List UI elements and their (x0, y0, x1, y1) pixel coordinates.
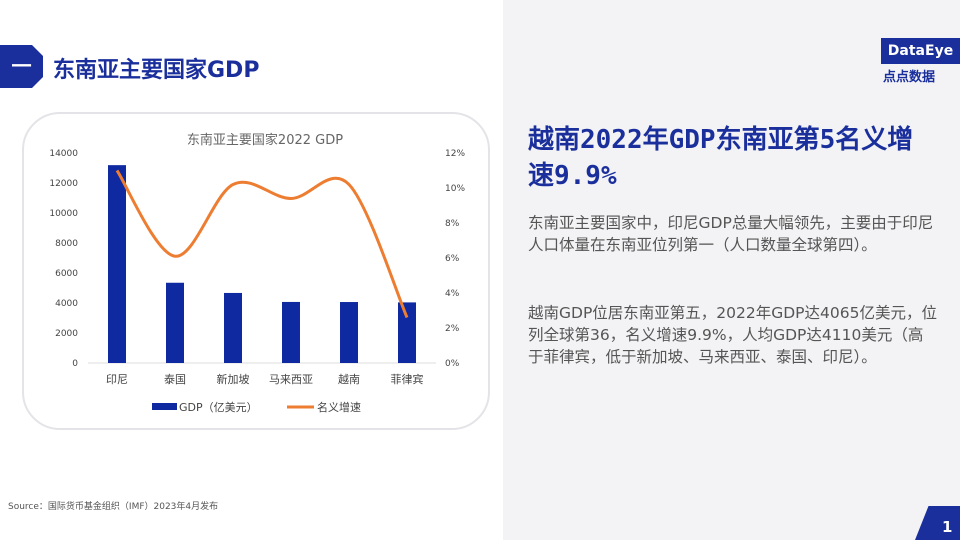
y-tick-label: 6000 (55, 269, 78, 279)
x-tick-label: 新加坡 (217, 372, 250, 386)
x-tick-label: 马来西亚 (269, 373, 313, 386)
chart-title: 东南亚主要国家2022 GDP (187, 132, 343, 148)
source-note: Source：国际货币基金组织（IMF）2023年4月发布 (8, 502, 219, 512)
dataeye-logo: DataEye (881, 38, 960, 64)
bar-泰国 (166, 282, 184, 363)
y-tick-label: 10000 (49, 209, 78, 219)
bar-印尼 (108, 165, 126, 363)
x-tick-label: 菲律宾 (391, 372, 424, 386)
y2-tick-label: 2% (445, 324, 460, 334)
page-number: 1 (942, 518, 953, 536)
x-tick-label: 印尼 (106, 373, 128, 386)
paragraph-1: 东南亚主要国家中，印尼GDP总量大幅领先，主要由于印尼人口体量在东南亚位列第一（… (528, 214, 934, 254)
y2-tick-label: 6% (445, 254, 460, 264)
bar-菲律宾 (398, 302, 416, 363)
y2-tick-label: 10% (445, 184, 465, 194)
legend-growth-label: 名义增速 (317, 400, 361, 414)
bar-新加坡 (224, 292, 242, 363)
y2-tick-label: 8% (445, 219, 460, 229)
combo-chart: 东南亚主要国家2022 GDP 0 2000 4000 6000 8000 10000 120… (49, 132, 465, 414)
headline: 越南2022年GDP东南亚第5名义增速9.9% (528, 125, 914, 191)
growth-line (115, 169, 409, 319)
y-tick-label: 0 (72, 359, 78, 369)
x-tick-label: 越南 (338, 372, 360, 386)
y-tick-label: 4000 (55, 299, 78, 309)
legend-gdp-label: GDP（亿美元） (179, 401, 258, 414)
y-tick-label: 8000 (55, 239, 78, 249)
y2-tick-label: 4% (445, 289, 460, 299)
bar-马来西亚 (282, 301, 300, 363)
chart-card (22, 112, 490, 430)
bar-越南 (340, 302, 358, 363)
section-badge: 一 (0, 45, 43, 88)
right-panel (503, 0, 960, 540)
diandian-logo: 点点数据 (883, 70, 936, 85)
page-title: 东南亚主要国家GDP (53, 58, 260, 83)
y2-tick-label: 0% (445, 359, 460, 369)
y-tick-label: 2000 (55, 329, 78, 339)
legend-gdp-swatch (152, 403, 177, 410)
y-tick-label: 12000 (49, 179, 78, 189)
x-tick-label: 泰国 (164, 372, 186, 386)
y2-tick-label: 12% (445, 149, 465, 159)
paragraph-2: 越南GDP位居东南亚第五，2022年GDP达4065亿美元，位列全球第36，名义… (528, 304, 937, 366)
y-tick-label: 14000 (49, 149, 78, 159)
